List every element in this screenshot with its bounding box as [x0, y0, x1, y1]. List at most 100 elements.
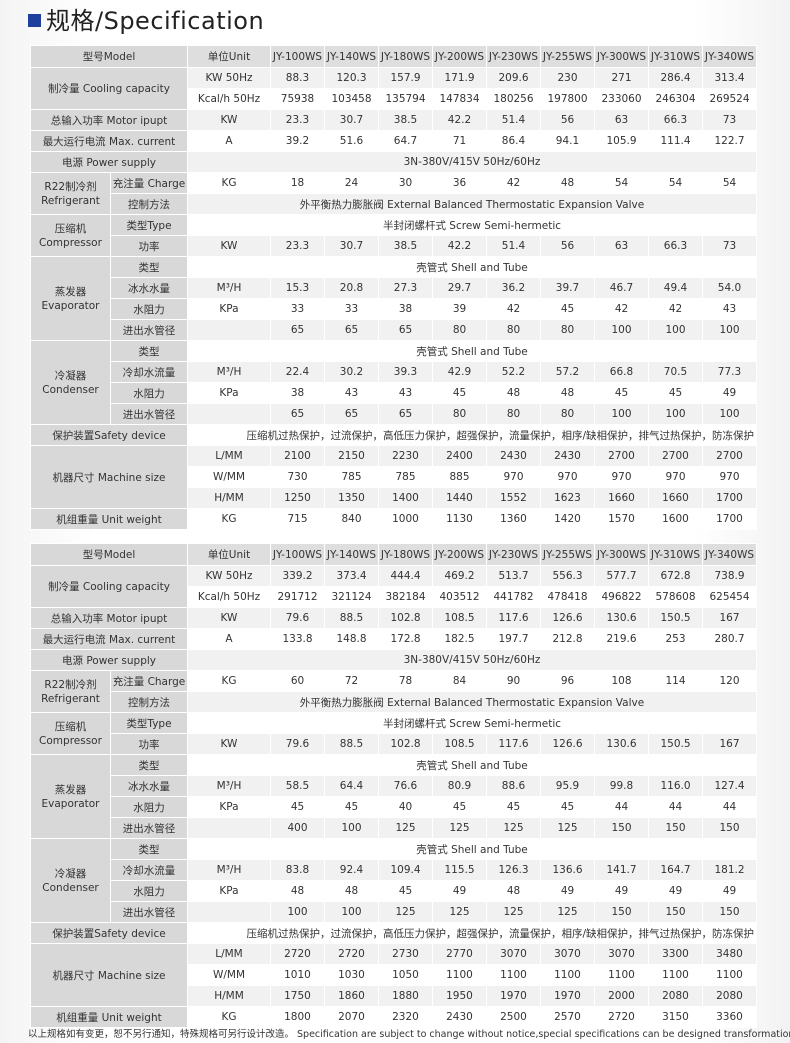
- value-charge: 42: [486, 172, 541, 194]
- label-control: 控制方法: [110, 691, 188, 713]
- row-cond-pipe: 进出水管径 65 65 65 80 80 80 100 100 100: [31, 403, 757, 425]
- model-header: JY-100WS: [270, 543, 325, 566]
- value-charge: 30: [378, 172, 433, 194]
- value-comp_power: 117.6: [486, 733, 541, 755]
- row-cond-kpa: 水阻力 KPa 38 43 43 45 48 48 45 45 49: [31, 382, 757, 404]
- value-cooling_kw: 513.7: [486, 565, 541, 587]
- value-cond_pipe: 80: [432, 403, 487, 425]
- value-cond_pipe: 80: [486, 403, 541, 425]
- value-cond_flow: 70.5: [648, 361, 703, 383]
- row-current: 最大运行电流 Max. current A 39.2 51.6 64.7 71 86.4 94…: [30, 130, 757, 152]
- value-weight: 2570: [540, 1006, 595, 1028]
- value-cond_flow: 141.7: [594, 859, 649, 881]
- value-size_h: 1552: [486, 487, 541, 509]
- value-motor: 167: [702, 607, 757, 629]
- label-resistance: 水阻力: [110, 796, 188, 818]
- value-size_l: 2770: [432, 943, 487, 965]
- label-evaporator: 蒸发器 Evaporator: [30, 754, 111, 839]
- value-size_h: 1700: [702, 487, 757, 509]
- value-size_w: 970: [648, 466, 703, 488]
- value-cooling_kw: 88.3: [270, 67, 325, 89]
- value-current: 86.4: [486, 130, 541, 152]
- value-evap_flow: 64.4: [324, 775, 379, 797]
- value-size_w: 1050: [378, 964, 433, 986]
- value-cooling_kw: 286.4: [648, 67, 703, 89]
- label-pipe: 进出水管径: [110, 817, 188, 839]
- header-row: 型号Model 单位Unit JY-100WS JY-140WS JY-180WS JY-…: [30, 45, 757, 68]
- value-evap_kpa: 45: [324, 796, 379, 818]
- value-cond_kpa: 49: [594, 880, 649, 902]
- unit-kw_50hz: KW 50Hz: [187, 67, 271, 89]
- value-evap_pipe: 65: [270, 319, 325, 341]
- value-evap_flow: 88.6: [486, 775, 541, 797]
- value-weight: 2320: [378, 1006, 433, 1028]
- value-evap_kpa: 33: [270, 298, 325, 320]
- value-size_h: 1860: [324, 985, 379, 1007]
- value-size_h: 1250: [270, 487, 325, 509]
- unit-kpa: KPa: [187, 880, 271, 902]
- value-comp_power: 38.5: [378, 235, 433, 257]
- label-pipe: 进出水管径: [110, 901, 188, 923]
- value-cooling_kw: 171.9: [432, 67, 487, 89]
- row-cooling-kcal: Kcal/h 50Hz 291712 321124 382184 403512 44178…: [31, 586, 757, 608]
- value-evap_pipe: 125: [540, 817, 595, 839]
- label-chilled_flow: 冰水水量: [110, 775, 188, 797]
- value-current: 148.8: [324, 628, 379, 650]
- value-size_h: 1750: [270, 985, 325, 1007]
- value-cond_pipe: 150: [648, 901, 703, 923]
- value-cond_flow: 83.8: [270, 859, 325, 881]
- value-cooling_kw: 577.7: [594, 565, 649, 587]
- value-charge: 60: [270, 670, 325, 692]
- value-cooling_kcal: 197800: [540, 88, 595, 110]
- value-evap_kpa: 40: [378, 796, 433, 818]
- value-evap_flow: 127.4: [702, 775, 757, 797]
- row-cooling-kw: 制冷量 Cooling capacity KW 50Hz 88.3 120.3 157.…: [30, 67, 757, 110]
- shared-shell_tube: 壳管式 Shell and Tube: [187, 754, 757, 776]
- row-evap-pipe: 进出水管径 400 100 125 125 125 125 150 150 150: [31, 817, 757, 839]
- label-charge: 充注量 Charge: [110, 172, 188, 194]
- unit-m3h: M³/H: [187, 859, 271, 881]
- model-header: JY-300WS: [594, 543, 649, 566]
- value-size_h: 2080: [702, 985, 757, 1007]
- value-comp_power: 30.7: [324, 235, 379, 257]
- shared-power_supply: 3N-380V/415V 50Hz/60Hz: [187, 649, 757, 671]
- value-comp_power: 73: [702, 235, 757, 257]
- unit-l: L/MM: [187, 943, 271, 965]
- title-square-icon: [28, 13, 41, 27]
- value-current: 253: [648, 628, 703, 650]
- value-comp_power: 108.5: [432, 733, 487, 755]
- value-cooling_kcal: 233060: [594, 88, 649, 110]
- value-cond_pipe: 150: [702, 901, 757, 923]
- model-header: JY-230WS: [486, 45, 541, 68]
- value-cond_kpa: 45: [378, 880, 433, 902]
- value-comp_power: 126.6: [540, 733, 595, 755]
- value-evap_pipe: 150: [702, 817, 757, 839]
- label-cooling: 制冷量 Cooling capacity: [30, 67, 188, 110]
- page-title: 规格/Specification: [28, 2, 264, 35]
- unit-a: A: [187, 130, 271, 152]
- value-cooling_kcal: 246304: [648, 88, 703, 110]
- value-evap_kpa: 33: [324, 298, 379, 320]
- row-size-l: 机器尺寸 Machine size L/MM 2720 2720 2730 2770 307…: [30, 943, 757, 1007]
- shared-shell_tube: 壳管式 Shell and Tube: [187, 340, 757, 362]
- row-current: 最大运行电流 Max. current A 133.8 148.8 172.8 182.5…: [30, 628, 757, 650]
- value-cond_pipe: 125: [378, 901, 433, 923]
- value-motor: 126.6: [540, 607, 595, 629]
- label-refrigerant: R22制冷剂 Refrigerant: [30, 670, 111, 713]
- value-size_l: 2700: [702, 445, 757, 467]
- value-cooling_kcal: 75938: [270, 88, 325, 110]
- row-size-w: W/MM 1010 1030 1050 1100 1100 1100 1100 1100 1100: [31, 964, 757, 986]
- model-header: JY-200WS: [432, 45, 487, 68]
- value-size_h: 1350: [324, 487, 379, 509]
- value-current: 105.9: [594, 130, 649, 152]
- value-evap_pipe: 400: [270, 817, 325, 839]
- value-cooling_kw: 339.2: [270, 565, 325, 587]
- value-size_w: 970: [540, 466, 595, 488]
- value-cooling_kcal: 625454: [702, 586, 757, 608]
- value-size_l: 3300: [648, 943, 703, 965]
- value-cooling_kcal: 291712: [270, 586, 325, 608]
- value-cooling_kw: 556.3: [540, 565, 595, 587]
- label-type: 类型: [110, 754, 188, 776]
- row-cooling-kcal: Kcal/h 50Hz 75938 103458 135794 147834 180256…: [31, 88, 757, 110]
- row-charge: R22制冷剂 Refrigerant 充注量 Charge KG 60 72 78 84 90…: [30, 670, 757, 713]
